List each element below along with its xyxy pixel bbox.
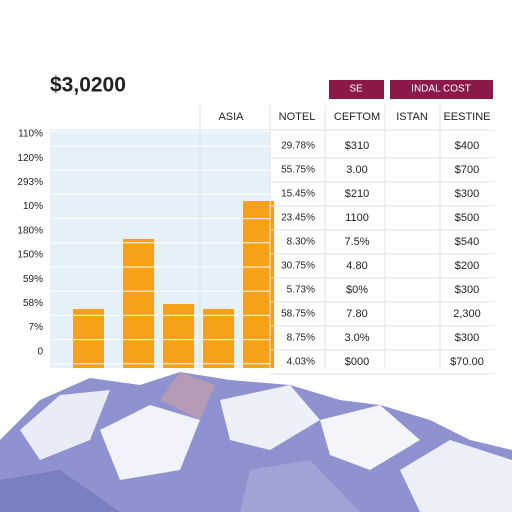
axis-label: 58% [23,298,43,309]
table-cell: $500 [455,212,479,224]
axis-label: 120% [17,153,43,164]
percent-cell: 29.78% [281,141,315,152]
table-cell: $300 [455,332,479,344]
axis-label: 150% [17,250,43,261]
percent-cell: 8.30% [287,237,315,248]
axis-label: 0 [37,346,43,357]
table-cell: $0% [346,284,368,296]
axis-label: 293% [17,177,43,188]
table-cell: 7.5% [344,236,369,248]
percent-cell: 30.75% [281,261,315,272]
table-cell: $400 [455,140,479,152]
table-header: ISTAN [396,111,428,123]
percent-cell: 4.03% [287,357,315,368]
table-cell: $700 [455,164,479,176]
table-cell: $200 [455,260,479,272]
bar [203,309,234,368]
mountain [0,470,120,512]
mountain [320,405,420,470]
column-header: NOTEL [279,111,316,123]
table-header: CEFTOM [334,111,380,123]
mountain [220,385,320,450]
percent-cell: 8.75% [287,333,315,344]
axis-label: 180% [17,225,43,236]
table-cell: 7.80 [346,308,367,320]
percent-cell: 55.75% [281,165,315,176]
badge [329,80,384,99]
mountain [400,440,512,512]
bar [243,201,274,368]
table-cell: $000 [345,356,369,368]
bar [73,309,104,368]
table-cell: $70.00 [450,356,484,368]
mountains [0,372,512,512]
bar [163,304,194,368]
bars [73,201,274,368]
table-cell: $310 [345,140,369,152]
column-header: ASIA [218,111,244,123]
mountain [20,390,110,460]
badge-label: SE [349,84,363,95]
table-cell: 2,300 [453,308,481,320]
mountain [100,405,200,480]
badge [390,80,493,99]
percent-cell: 5.73% [287,285,315,296]
table-cell: $300 [455,284,479,296]
table-cell: 1100 [345,212,369,224]
table-cell: 3.0% [344,332,369,344]
axis-label: 7% [29,322,44,333]
percent-cell: 15.45% [281,189,315,200]
table-cell: 3.00 [346,164,367,176]
table-header: EESTINE [443,111,490,123]
axis-label: 59% [23,274,43,285]
table-cell: 4.80 [346,260,367,272]
table-cell: $540 [455,236,479,248]
bar [123,239,154,368]
percent-cell: 23.45% [281,213,315,224]
mountain [240,460,360,512]
badge-label: INDAL COST [411,84,471,95]
axis-label: 10% [23,201,43,212]
axis-label: 110% [18,129,43,140]
title: $3,0200 [50,74,126,97]
percent-cell: 58.75% [281,309,315,320]
table-cell: $210 [345,188,369,200]
mountain [160,372,215,420]
table-cell: $300 [455,188,479,200]
